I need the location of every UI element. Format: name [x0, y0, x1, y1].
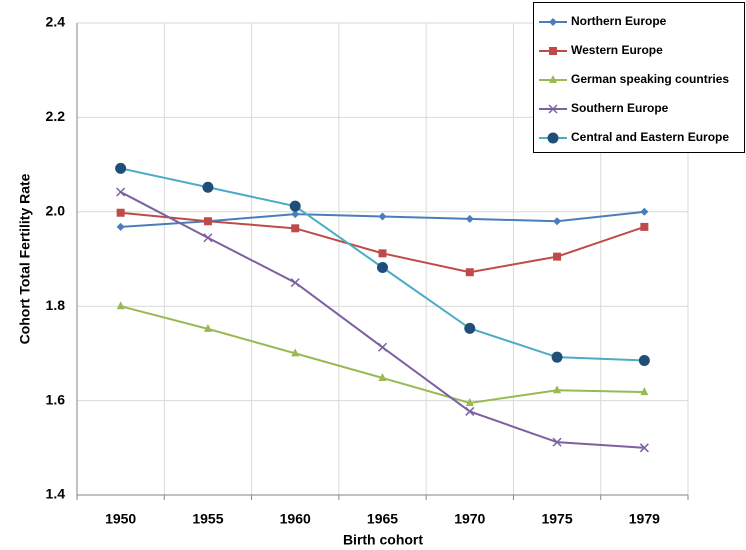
marker	[552, 437, 562, 447]
marker	[291, 348, 300, 357]
y-tick-label: 2.4	[46, 14, 66, 30]
marker	[639, 443, 649, 453]
marker	[640, 222, 649, 231]
marker	[115, 162, 127, 174]
legend-label: Northern Europe	[571, 14, 667, 28]
marker	[291, 224, 300, 233]
y-tick-label: 2.0	[46, 203, 66, 219]
legend-label: Western Europe	[571, 43, 663, 57]
marker	[553, 252, 562, 261]
x-axis-label: Birth cohort	[343, 532, 423, 548]
marker	[116, 222, 125, 231]
legend-label: Central and Eastern Europe	[571, 130, 729, 144]
x-tick-label: 1960	[280, 511, 311, 527]
x-tick-label: 1955	[192, 511, 223, 527]
marker	[289, 200, 301, 212]
x-tick-label: 1975	[541, 511, 572, 527]
marker	[291, 210, 300, 219]
marker	[378, 372, 387, 381]
y-tick-label: 1.4	[46, 486, 66, 502]
legend: Northern Europe Western Europe German spea…	[533, 2, 745, 153]
marker	[378, 249, 387, 258]
marker	[551, 351, 563, 363]
marker	[553, 385, 562, 394]
y-tick-label: 1.6	[46, 391, 66, 407]
marker	[549, 75, 557, 83]
y-axis-label: Cohort Total Fertility Rate	[17, 173, 33, 344]
marker	[290, 278, 300, 288]
marker	[202, 181, 214, 193]
marker	[116, 208, 125, 217]
marker	[465, 397, 474, 406]
marker	[464, 322, 476, 334]
x-tick-label: 1965	[367, 511, 398, 527]
marker	[547, 132, 559, 144]
marker	[465, 406, 475, 416]
marker	[549, 18, 557, 26]
y-tick-label: 2.2	[46, 108, 66, 124]
marker	[203, 217, 212, 226]
marker	[549, 47, 557, 55]
legend-box	[533, 2, 745, 153]
marker	[640, 207, 649, 216]
marker	[116, 187, 126, 197]
marker	[378, 212, 387, 221]
marker	[377, 342, 388, 352]
marker	[465, 214, 474, 223]
legend-label: German speaking countries	[571, 72, 729, 86]
marker	[640, 387, 649, 396]
marker	[638, 354, 650, 366]
y-tick-label: 1.8	[46, 297, 66, 313]
marker	[553, 217, 562, 226]
marker	[377, 261, 388, 273]
series-line	[120, 305, 645, 404]
x-tick-label: 1979	[629, 511, 660, 527]
x-tick-label: 1950	[105, 511, 136, 527]
marker	[203, 233, 213, 243]
legend-label: Southern Europe	[571, 101, 669, 115]
marker	[116, 301, 125, 310]
series-line	[120, 191, 645, 449]
x-tick-label: 1970	[454, 511, 485, 527]
marker	[548, 104, 558, 114]
marker	[465, 268, 474, 277]
marker	[203, 323, 212, 332]
